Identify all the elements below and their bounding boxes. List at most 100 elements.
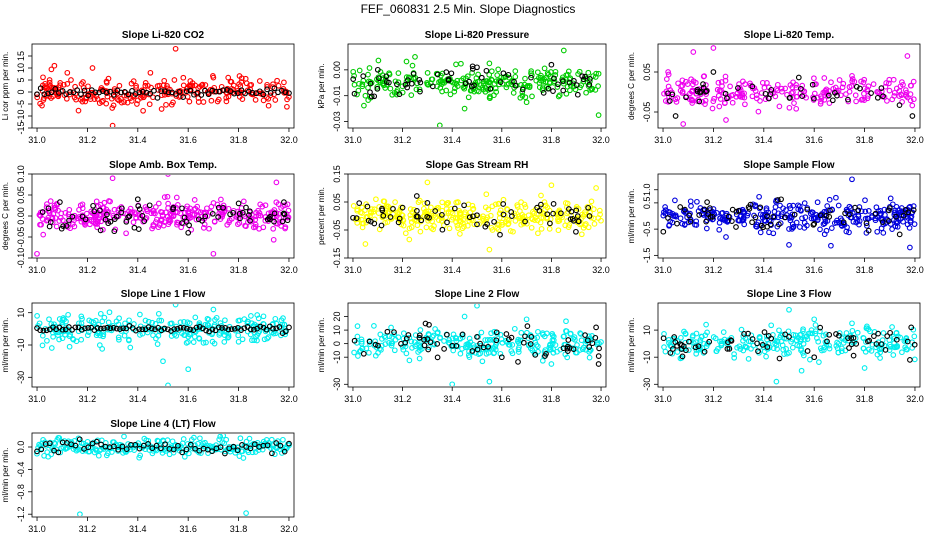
x-tick-label: 31.6 — [179, 394, 197, 404]
data-point-subset — [273, 325, 280, 332]
data-point-all — [95, 452, 102, 459]
data-point-subset — [67, 89, 73, 95]
data-point-all — [486, 378, 493, 385]
data-point-subset — [390, 206, 396, 212]
data-point-all — [590, 73, 596, 79]
data-point-all — [223, 98, 230, 105]
data-point-all — [872, 217, 879, 224]
data-point-subset — [93, 438, 100, 445]
data-point-all — [887, 195, 894, 202]
data-point-all — [774, 81, 781, 88]
data-point-all — [252, 216, 259, 223]
data-point-all — [723, 234, 729, 240]
data-point-all — [571, 83, 577, 90]
x-tick-label: 32.0 — [906, 135, 924, 145]
data-point-all — [56, 435, 63, 441]
data-point-subset — [118, 89, 124, 96]
data-point-all — [772, 93, 779, 100]
data-point-all — [514, 338, 521, 345]
data-point-subset — [434, 354, 441, 361]
data-point-subset — [701, 206, 708, 213]
data-point-all — [80, 79, 86, 85]
data-point-all — [849, 76, 856, 82]
data-point-subset — [427, 339, 434, 346]
data-point-all — [660, 212, 667, 219]
data-point-subset — [832, 90, 838, 96]
data-point-subset — [193, 324, 200, 331]
data-point-subset — [103, 89, 110, 96]
data-point-subset — [154, 95, 161, 101]
data-point-all — [731, 351, 737, 357]
data-point-subset — [439, 226, 446, 233]
data-point-subset — [246, 212, 252, 218]
data-point-subset — [852, 204, 858, 211]
data-point-subset — [745, 330, 751, 337]
data-point-subset — [39, 209, 46, 215]
data-point-subset — [269, 450, 275, 457]
data-point-all — [66, 343, 73, 350]
x-tick-label: 31.8 — [856, 394, 874, 404]
data-point-all — [252, 97, 259, 103]
data-point-subset — [845, 335, 851, 341]
data-point-all — [109, 105, 116, 111]
data-point-subset — [749, 83, 756, 90]
data-point-all — [710, 98, 717, 105]
data-point-all — [400, 330, 407, 337]
data-point-all — [540, 78, 547, 85]
data-point-subset — [846, 211, 853, 218]
data-point-all — [821, 212, 828, 219]
x-tick-label: 31.0 — [344, 265, 362, 275]
data-point-subset — [733, 224, 739, 230]
data-point-subset — [351, 337, 358, 344]
data-point-all — [538, 226, 545, 232]
data-point-all — [889, 201, 896, 208]
data-point-all — [675, 80, 681, 87]
data-point-all — [200, 225, 207, 231]
data-point-subset — [176, 88, 183, 95]
data-point-all — [535, 348, 541, 355]
panel-title: Slope Li-820 Pressure — [425, 30, 530, 41]
data-point-subset — [735, 207, 742, 214]
data-point-all — [180, 82, 187, 89]
data-point-all — [105, 319, 112, 326]
data-point-all — [146, 101, 153, 108]
data-point-subset — [710, 69, 717, 75]
data-point-all — [475, 71, 481, 78]
data-point-all — [280, 436, 286, 443]
data-point-subset — [424, 214, 431, 220]
data-point-subset — [595, 353, 602, 359]
data-point-all — [863, 325, 870, 332]
data-point-all — [790, 224, 796, 231]
data-point-subset — [911, 341, 918, 348]
data-point-subset — [171, 326, 178, 332]
data-point-subset — [136, 89, 143, 96]
data-point-subset — [48, 89, 55, 96]
data-point-subset — [550, 201, 557, 207]
data-point-all — [782, 85, 789, 92]
data-point-all — [693, 330, 700, 337]
y-tick-label: -10 — [16, 338, 26, 351]
data-point-all — [51, 321, 57, 328]
data-point-all — [150, 332, 156, 339]
data-point-subset — [444, 219, 450, 226]
data-point-all — [284, 103, 290, 110]
data-point-subset — [660, 335, 667, 342]
data-point-subset — [180, 94, 186, 100]
data-point-all — [800, 352, 807, 359]
data-point-subset — [279, 218, 286, 225]
data-point-all — [260, 313, 267, 320]
data-point-subset — [379, 207, 386, 214]
data-point-subset — [350, 214, 356, 221]
data-point-all — [67, 331, 74, 338]
data-point-all — [492, 201, 499, 208]
data-point-all — [814, 199, 821, 206]
data-point-all — [907, 97, 914, 104]
y-tick-label: -10 — [16, 109, 26, 122]
data-point-all — [729, 99, 736, 106]
data-point-all — [447, 91, 454, 98]
data-point-all — [381, 333, 388, 340]
data-point-all — [115, 334, 122, 341]
panel-2: Slope Li-820 Pressure kPa per min. 31.0 31.… — [317, 30, 610, 145]
data-point-subset — [573, 207, 580, 214]
data-point-subset — [181, 214, 188, 221]
